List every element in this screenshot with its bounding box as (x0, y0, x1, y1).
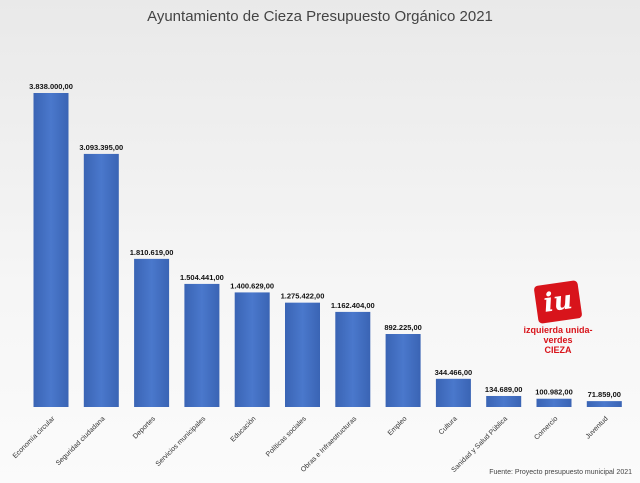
chart-title: Ayuntamiento de Cieza Presupuesto Orgáni… (147, 8, 493, 25)
source-note: Fuente: Proyecto presupuesto municipal 2… (489, 469, 632, 476)
value-label: 1.810.619,00 (130, 248, 174, 257)
category-label: Cultura (438, 415, 459, 436)
bar (234, 292, 270, 407)
value-label: 3.838.000,00 (29, 82, 73, 91)
value-label: 344.466,00 (435, 368, 473, 377)
category-label: Educación (230, 415, 258, 443)
bar (184, 283, 220, 407)
bar (486, 395, 522, 407)
bar (385, 334, 421, 407)
value-label: 3.093.395,00 (79, 143, 123, 152)
value-label: 1.275.422,00 (281, 292, 325, 301)
value-label: 1.504.441,00 (180, 273, 224, 282)
iu-logo-mark: iu (533, 280, 583, 324)
value-label: 1.162.404,00 (331, 301, 375, 310)
bar (586, 401, 622, 407)
iu-logo: iu izquierda unida-verdes CIEZA (513, 280, 603, 355)
bar (285, 302, 320, 407)
bar (335, 311, 371, 407)
value-label: 1.400.629,00 (230, 281, 274, 290)
category-label: Juventud (585, 415, 610, 440)
category-label: Políticas sociales (265, 415, 308, 458)
iu-logo-text: izquierda unida-verdes (523, 325, 593, 345)
bar (83, 153, 119, 407)
category-label: Servicios municipales (155, 415, 208, 468)
bar (536, 398, 572, 407)
value-label: 71.859,00 (588, 390, 621, 399)
value-label: 100.982,00 (535, 388, 573, 397)
value-label: 134.689,00 (485, 385, 523, 394)
bar (435, 378, 471, 407)
bar (33, 93, 69, 407)
category-label: Empleo (387, 415, 409, 437)
category-label: Seguridad ciudadana (55, 415, 107, 467)
category-label: Deportes (132, 415, 157, 440)
category-label: Comercio (533, 415, 559, 441)
value-label: 892.225,00 (384, 323, 422, 332)
bar (134, 258, 170, 407)
category-label: Economía circular (12, 415, 57, 460)
iu-logo-city: CIEZA (544, 345, 572, 355)
category-label: Sanidad y Salud Pública (451, 415, 510, 474)
category-label: Obras e Infraestructuras (300, 415, 359, 474)
